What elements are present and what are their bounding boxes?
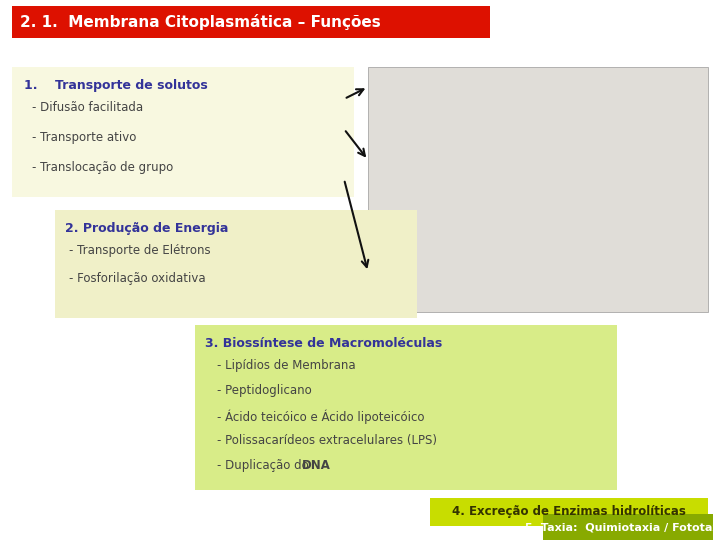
Bar bbox=[55, 210, 417, 318]
Bar bbox=[430, 498, 708, 526]
Text: - Fosforilação oxidativa: - Fosforilação oxidativa bbox=[69, 272, 206, 285]
Text: 3. Biossíntese de Macromoléculas: 3. Biossíntese de Macromoléculas bbox=[205, 337, 442, 350]
Bar bbox=[368, 67, 708, 312]
Text: 4. Excreção de Enzimas hidrolíticas: 4. Excreção de Enzimas hidrolíticas bbox=[452, 505, 686, 518]
Text: 2. 1.  Membrana Citoplasmática – Funções: 2. 1. Membrana Citoplasmática – Funções bbox=[20, 14, 381, 30]
Text: - Lipídios de Membrana: - Lipídios de Membrana bbox=[217, 359, 356, 372]
Text: - Transporte ativo: - Transporte ativo bbox=[32, 131, 136, 144]
Text: - Transporte de Elétrons: - Transporte de Elétrons bbox=[69, 244, 211, 257]
Bar bbox=[12, 6, 490, 38]
Text: - Duplicação do: - Duplicação do bbox=[217, 459, 312, 472]
Text: 2. Produção de Energia: 2. Produção de Energia bbox=[65, 222, 228, 235]
Text: 1.    Transporte de solutos: 1. Transporte de solutos bbox=[24, 79, 208, 92]
Text: - Ácido teicóico e Ácido lipoteicóico: - Ácido teicóico e Ácido lipoteicóico bbox=[217, 409, 425, 423]
Bar bbox=[543, 514, 713, 540]
Bar bbox=[195, 325, 617, 490]
Text: DNA: DNA bbox=[302, 459, 331, 472]
Text: - Difusão facilitada: - Difusão facilitada bbox=[32, 101, 143, 114]
Bar bbox=[12, 67, 354, 197]
Text: - Peptidoglicano: - Peptidoglicano bbox=[217, 384, 312, 397]
Text: - Translocação de grupo: - Translocação de grupo bbox=[32, 161, 174, 174]
Text: - Polissacarídeos extracelulares (LPS): - Polissacarídeos extracelulares (LPS) bbox=[217, 434, 437, 447]
Text: 5. Taxia:  Quimiotaxia / Fototaxia: 5. Taxia: Quimiotaxia / Fototaxia bbox=[525, 522, 720, 532]
